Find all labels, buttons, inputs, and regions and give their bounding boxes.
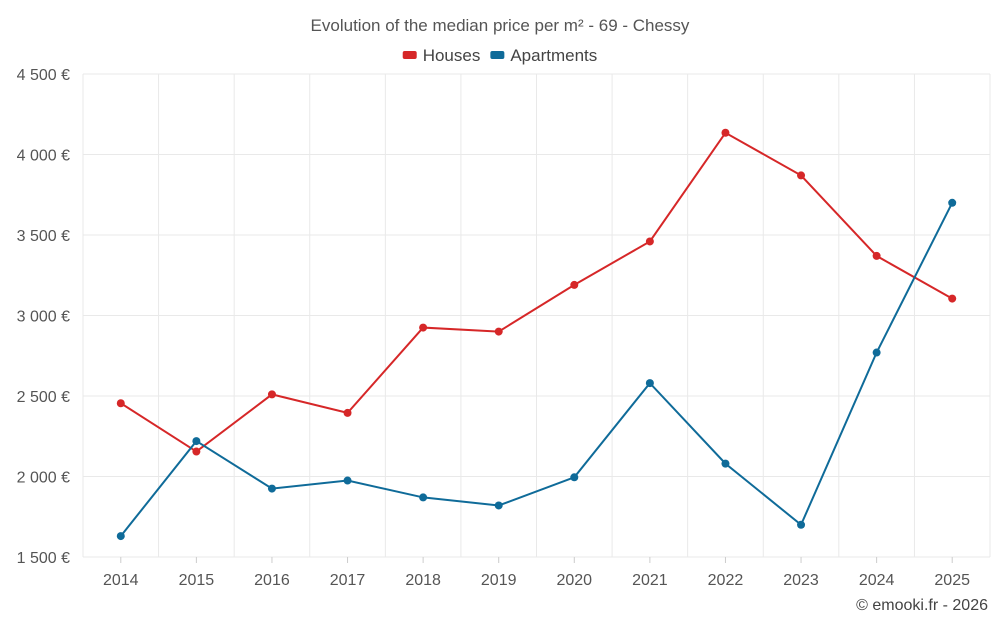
x-tick-label: 2025: [934, 572, 970, 589]
legend: Houses Apartments: [402, 46, 597, 65]
legend-swatch: [402, 51, 417, 59]
chart-title: Evolution of the median price per m² - 6…: [311, 16, 690, 35]
x-tick-label: 2019: [481, 572, 517, 589]
credit-text: © emooki.fr - 2026: [856, 597, 988, 614]
x-tick-label: 2023: [783, 572, 819, 589]
data-point[interactable]: [419, 323, 428, 332]
data-point[interactable]: [494, 501, 503, 510]
x-tick-label: 2014: [103, 572, 139, 589]
y-tick-label: 4 500 €: [17, 67, 70, 84]
data-point[interactable]: [721, 459, 730, 468]
data-point[interactable]: [797, 520, 806, 529]
y-tick-label: 3 000 €: [17, 309, 70, 326]
data-point[interactable]: [267, 390, 276, 399]
x-tick-label: 2024: [859, 572, 895, 589]
series-line: [120, 202, 954, 537]
x-tick-label: 2015: [179, 572, 215, 589]
data-point[interactable]: [872, 348, 881, 357]
series-apartments: [116, 198, 957, 541]
x-tick-label: 2022: [708, 572, 744, 589]
data-point[interactable]: [948, 198, 957, 207]
series-layer: [116, 128, 957, 541]
data-point[interactable]: [192, 447, 201, 456]
x-tick-label: 2020: [556, 572, 592, 589]
data-point[interactable]: [570, 473, 579, 482]
axis-labels: 1 500 € 2 000 € 2 500 € 3 000 € 3 500 € 4 000…: [17, 67, 970, 589]
data-point[interactable]: [645, 237, 654, 246]
y-tick-label: 4 000 €: [17, 148, 70, 165]
data-point[interactable]: [192, 437, 201, 446]
y-tick-label: 1 500 €: [17, 550, 70, 567]
data-point[interactable]: [948, 294, 957, 303]
x-tick-label: 2016: [254, 572, 290, 589]
data-point[interactable]: [721, 128, 730, 137]
legend-swatch: [490, 51, 505, 59]
data-point[interactable]: [343, 408, 352, 417]
data-point[interactable]: [419, 493, 428, 502]
x-tick-label: 2017: [330, 572, 366, 589]
y-tick-label: 2 500 €: [17, 389, 70, 406]
data-point[interactable]: [267, 484, 276, 493]
series-houses: [116, 128, 957, 456]
data-point[interactable]: [570, 280, 579, 289]
series-line: [120, 131, 953, 453]
data-point[interactable]: [116, 399, 125, 408]
data-point[interactable]: [872, 251, 881, 260]
legend-label: Houses: [423, 46, 481, 65]
y-tick-label: 2 000 €: [17, 470, 70, 487]
y-tick-label: 3 500 €: [17, 228, 70, 245]
legend-label: Apartments: [510, 46, 597, 65]
x-tick-label: 2021: [632, 572, 668, 589]
data-point[interactable]: [494, 327, 503, 336]
grid: [82, 73, 991, 563]
x-tick-label: 2018: [405, 572, 441, 589]
data-point[interactable]: [645, 379, 654, 388]
data-point[interactable]: [116, 532, 125, 541]
data-point[interactable]: [797, 171, 806, 180]
data-point[interactable]: [343, 476, 352, 485]
